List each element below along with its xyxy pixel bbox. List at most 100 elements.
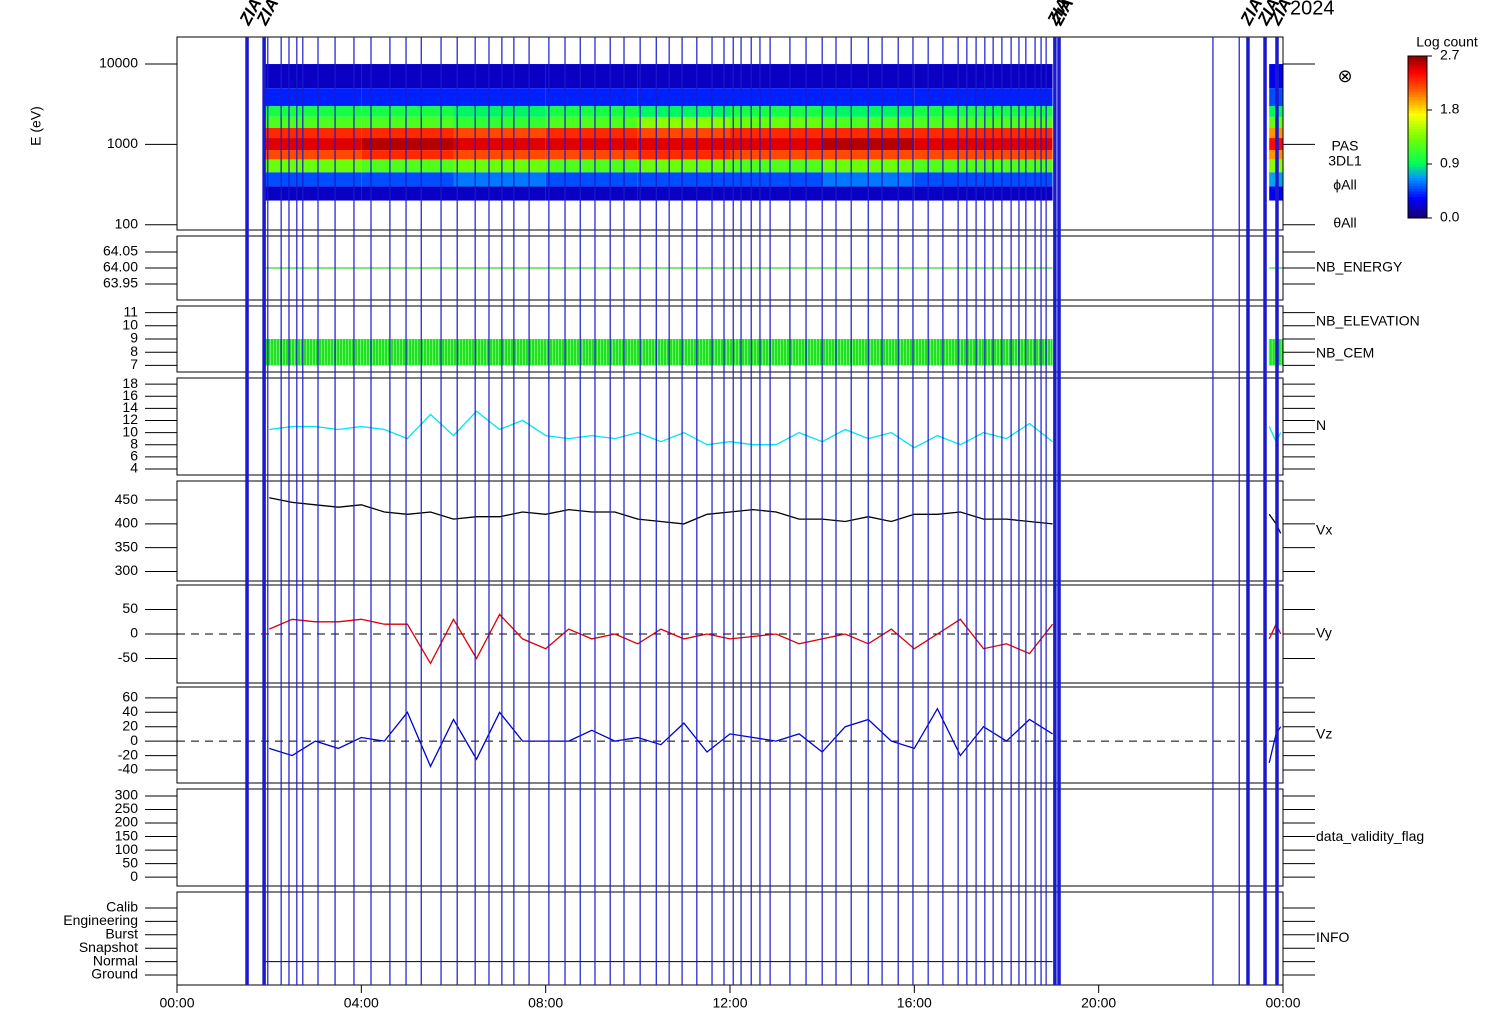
colorbar-swatch: [1408, 209, 1427, 214]
y-tick-label: 14: [122, 399, 138, 415]
spectrogram-cell: [545, 88, 638, 107]
x-tick-label: 08:00: [528, 995, 563, 1011]
date: 2024: [1290, 0, 1335, 19]
spectrogram-cell: [914, 127, 1053, 139]
y-axis-title: E (eV): [28, 106, 44, 146]
colorbar-swatch: [1408, 88, 1427, 92]
spectrogram-cell: [637, 186, 730, 201]
spectrogram-cell: [264, 116, 362, 128]
spectrogram-cell: [914, 64, 1053, 89]
spectrogram-cell: [730, 172, 823, 187]
y-tick-label: 300: [115, 787, 139, 803]
spectrogram-cell: [361, 138, 454, 151]
y-tick-label: 50: [122, 600, 138, 616]
right-label: Vx: [1316, 522, 1332, 538]
spectrogram-cell: [730, 106, 823, 117]
colorbar-swatch: [1408, 199, 1427, 203]
y-tick-label: 1000: [107, 135, 138, 151]
colorbar-swatch: [1408, 85, 1427, 89]
colorbar-swatch: [1408, 64, 1427, 68]
colorbar-swatch: [1408, 180, 1427, 184]
spectrogram-cell: [264, 172, 362, 187]
colorbar-swatch: [1408, 204, 1427, 208]
y-tick-label: 20: [122, 717, 138, 733]
y-tick-label: 0: [130, 732, 138, 748]
spectrogram-cell: [637, 159, 730, 173]
colorbar-swatch: [1408, 161, 1427, 165]
spectrogram-cell: [730, 138, 823, 151]
spectrogram-cell: [637, 172, 730, 187]
colorbar-swatch: [1408, 172, 1427, 176]
colorbar-swatch: [1408, 215, 1427, 219]
spectrogram-cell: [545, 116, 638, 128]
spectrogram-cell: [637, 138, 730, 151]
right-label: N: [1316, 417, 1326, 433]
colorbar-swatch: [1408, 115, 1427, 119]
spectrogram-cell: [914, 116, 1053, 128]
spectrogram-cell: [545, 106, 638, 117]
colorbar-swatch: [1408, 80, 1427, 84]
colorbar-swatch: [1408, 101, 1427, 106]
colorbar-swatch: [1408, 207, 1427, 211]
right-label: PAS: [1332, 138, 1359, 154]
spectrogram-cell: [637, 64, 730, 89]
x-tick-label: 20:00: [1081, 995, 1116, 1011]
spectrogram-cell: [453, 150, 546, 160]
panel-frame: [176, 480, 1284, 582]
spectrogram-cell: [545, 138, 638, 151]
spectrogram-cell: [730, 159, 823, 173]
category-label: Calib: [106, 899, 138, 915]
y-tick-label: 450: [115, 491, 139, 507]
spectrogram-cell: [264, 138, 362, 151]
panel-frame: [176, 36, 1284, 231]
colorbar-swatch: [1408, 139, 1427, 143]
colorbar-swatch: [1408, 72, 1427, 76]
spectrogram-cell: [545, 127, 638, 139]
colorbar-swatch: [1408, 166, 1427, 170]
colorbar-swatch: [1408, 56, 1427, 60]
colorbar-frame: [1407, 55, 1428, 219]
colorbar-swatch: [1408, 155, 1427, 160]
panel-frame: [176, 584, 1284, 684]
right-label: NB_ENERGY: [1316, 259, 1403, 275]
spectrogram-cell: [453, 172, 546, 187]
panel-frame: [176, 686, 1284, 784]
colorbar-swatch: [1408, 128, 1427, 133]
spectrogram-cell: [361, 106, 454, 117]
y-tick-label: 4: [130, 460, 138, 476]
colorbar-swatch: [1408, 93, 1427, 97]
y-tick-label: 50: [122, 854, 138, 870]
panel-frame: [176, 235, 1284, 301]
colorbar-swatch: [1408, 201, 1427, 205]
y-tick-label: 0: [130, 625, 138, 641]
y-tick-label: 10: [122, 317, 138, 333]
category-label: Engineering: [63, 912, 138, 928]
spectrogram-cell: [637, 88, 730, 107]
spectrogram-cell: [453, 186, 546, 201]
spectrogram-cell: [453, 106, 546, 117]
category-label: Snapshot: [79, 939, 138, 955]
spectrogram-cell: [264, 159, 362, 173]
right-label: θAll: [1333, 215, 1356, 231]
colorbar-swatch: [1408, 147, 1427, 151]
band: [264, 339, 1053, 366]
colorbar-swatch: [1408, 69, 1427, 73]
panel-frame: [176, 305, 1284, 373]
colorbar-swatch: [1408, 196, 1427, 200]
spectrogram-cell: [914, 159, 1053, 173]
right-label: Vz: [1316, 726, 1332, 742]
colorbar-swatch: [1408, 153, 1427, 157]
y-tick-label: -20: [118, 746, 138, 762]
colorbar-tick-label: 0.9: [1440, 155, 1460, 171]
spectrogram-cell: [545, 186, 638, 201]
colorbar-swatch: [1408, 66, 1427, 70]
y-tick-label: 0: [130, 868, 138, 884]
colorbar-swatch: [1408, 77, 1427, 81]
colorbar-swatch: [1408, 169, 1427, 173]
colorbar-tick-label: 1.8: [1440, 101, 1460, 117]
spectrogram-cell: [453, 127, 546, 139]
colorbar-swatch: [1408, 123, 1427, 127]
spectrogram-cell: [914, 106, 1053, 117]
y-tick-label: 350: [115, 538, 139, 554]
y-tick-label: 100: [115, 841, 139, 857]
